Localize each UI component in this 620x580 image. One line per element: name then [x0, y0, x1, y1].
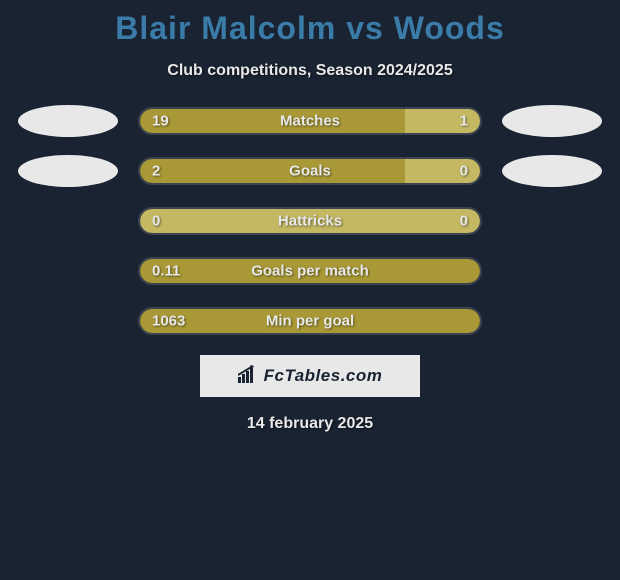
player-left-marker [18, 155, 118, 187]
player-right-marker [502, 155, 602, 187]
bar-fill-right [405, 109, 480, 133]
stat-value-left: 19 [152, 113, 169, 130]
stat-row: 0.11 Goals per match [0, 255, 620, 287]
subtitle: Club competitions, Season 2024/2025 [0, 62, 620, 105]
spacer [18, 305, 118, 337]
stat-value-left: 0 [152, 213, 160, 230]
bar-fill-left [140, 159, 405, 183]
stat-bar: 2 Goals 0 [138, 157, 482, 185]
bar-fill-left [140, 109, 405, 133]
player-left-marker [18, 105, 118, 137]
spacer [502, 305, 602, 337]
stat-value-right: 1 [460, 113, 468, 130]
spacer [502, 205, 602, 237]
page-title: Blair Malcolm vs Woods [0, 0, 620, 62]
stat-bar: 0 Hattricks 0 [138, 207, 482, 235]
spacer [18, 205, 118, 237]
stat-value-right: 0 [460, 213, 468, 230]
stat-bar: 0.11 Goals per match [138, 257, 482, 285]
stat-label: Goals [289, 163, 331, 180]
stat-label: Hattricks [278, 213, 342, 230]
stat-row: 2 Goals 0 [0, 155, 620, 187]
bar-fill-right [405, 159, 480, 183]
stat-label: Goals per match [251, 263, 369, 280]
stat-value-left: 1063 [152, 313, 185, 330]
stat-row: 0 Hattricks 0 [0, 205, 620, 237]
stat-label: Min per goal [266, 313, 354, 330]
stat-value-left: 0.11 [152, 263, 180, 280]
stat-value-left: 2 [152, 163, 160, 180]
logo-text: FcTables.com [264, 366, 383, 386]
stat-row: 19 Matches 1 [0, 105, 620, 137]
stat-value-right: 0 [460, 163, 468, 180]
chart-icon [238, 365, 260, 388]
player-right-marker [502, 105, 602, 137]
date-text: 14 february 2025 [0, 415, 620, 433]
stat-label: Matches [280, 113, 340, 130]
stat-bar: 1063 Min per goal [138, 307, 482, 335]
spacer [502, 255, 602, 287]
stat-bar: 19 Matches 1 [138, 107, 482, 135]
spacer [18, 255, 118, 287]
logo-box: FcTables.com [200, 355, 420, 397]
comparison-infographic: Blair Malcolm vs Woods Club competitions… [0, 0, 620, 433]
stats-container: 19 Matches 1 2 Goals 0 0 Hattricks 0 0.11 Goals pe… [0, 105, 620, 337]
stat-row: 1063 Min per goal [0, 305, 620, 337]
